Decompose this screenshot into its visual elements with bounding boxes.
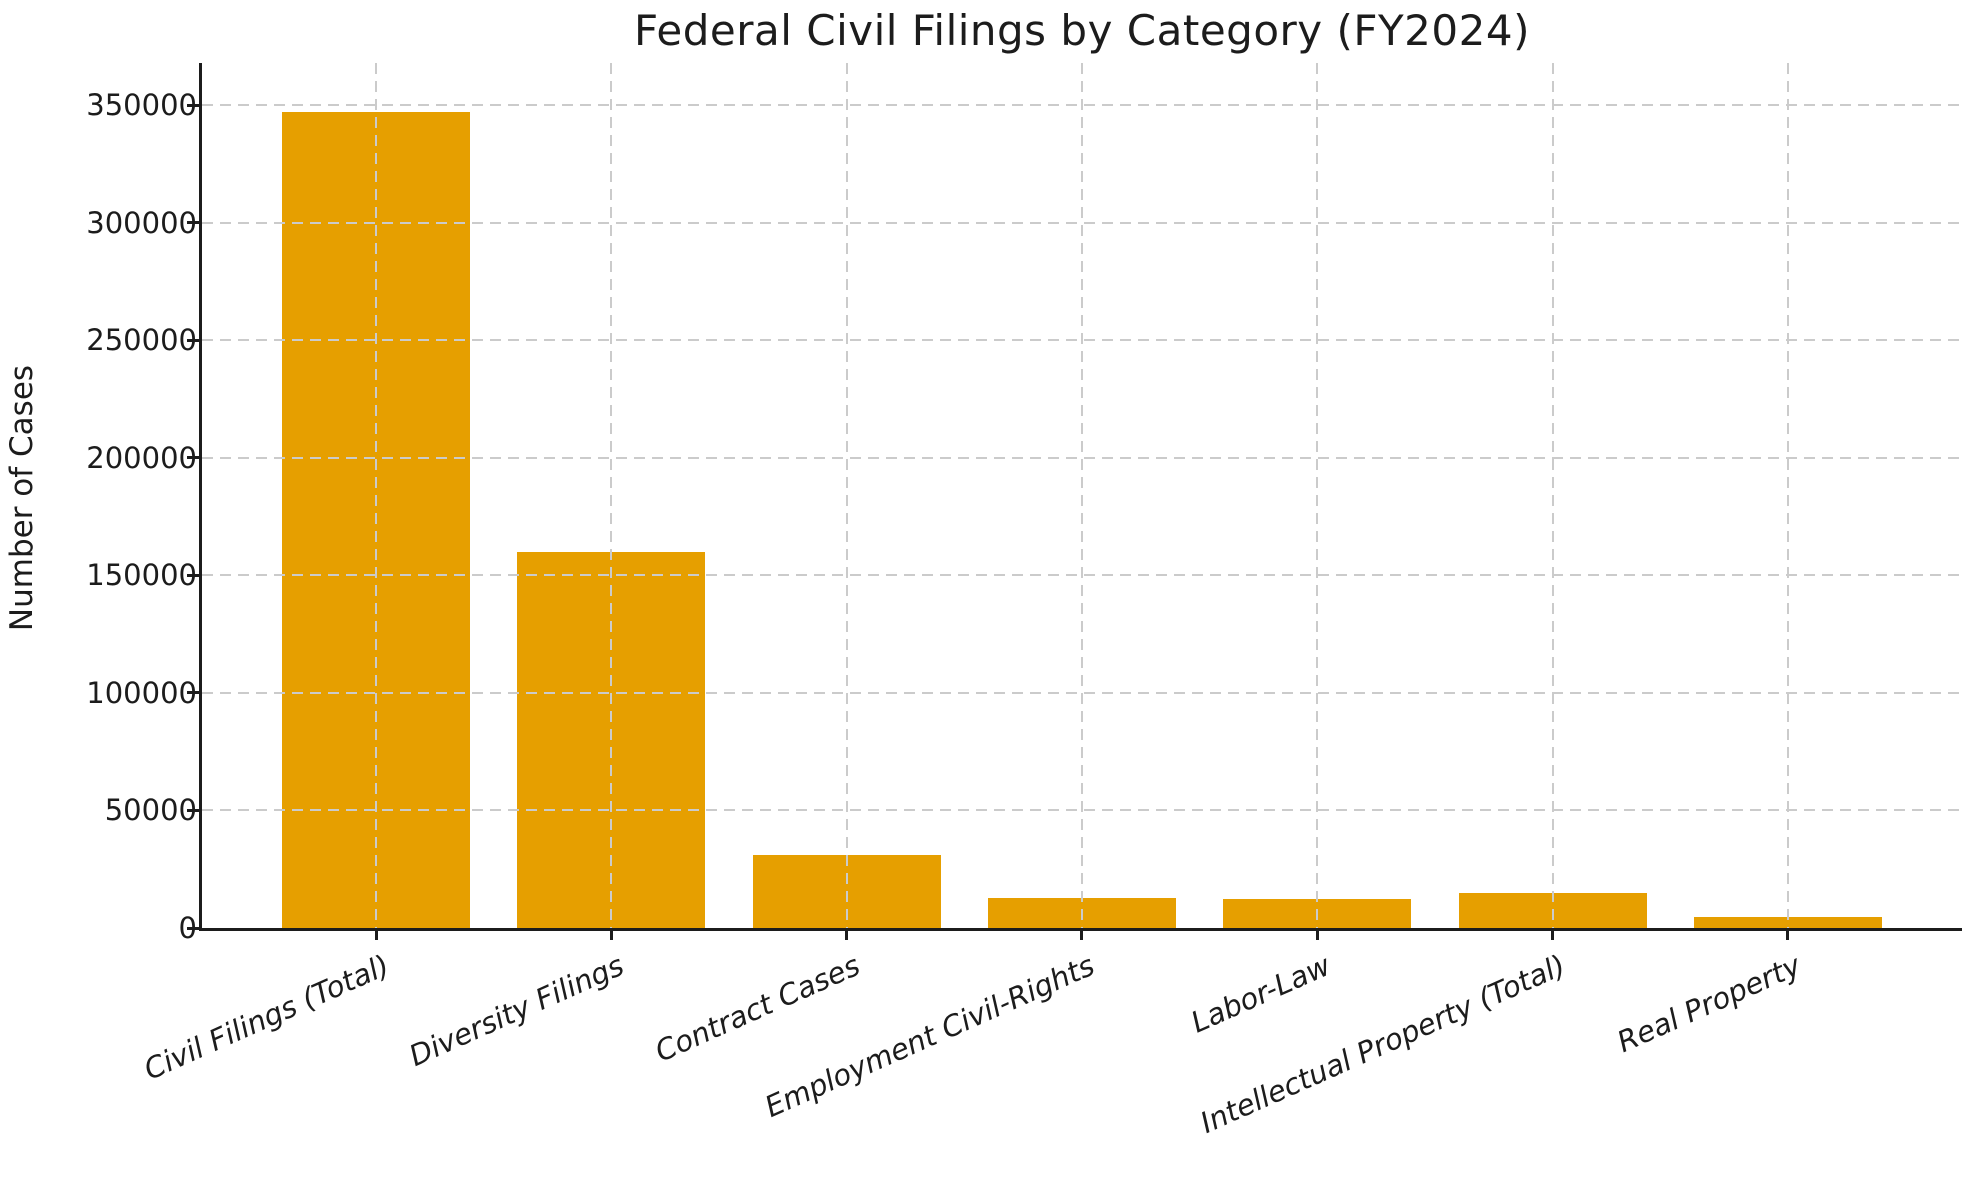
x-tick-label-labor-law: Labor-Law — [1185, 948, 1336, 1040]
v-gridline-contract-cases — [845, 63, 848, 928]
x-tick-mark-diversity-filings — [609, 928, 613, 940]
y-tick-label-50000: 50000 — [104, 793, 197, 828]
y-tick-label-100000: 100000 — [86, 675, 197, 710]
x-tick-label-civil-filings-total: Civil Filings (Total) — [138, 948, 394, 1087]
x-tick-label-contract-cases: Contract Cases — [649, 948, 865, 1069]
y-tick-mark-150000 — [187, 573, 199, 577]
y-tick-mark-0 — [187, 926, 199, 930]
y-tick-label-150000: 150000 — [86, 558, 197, 593]
x-tick-mark-intellectual-property-total — [1551, 928, 1554, 940]
y-axis-label: Number of Cases — [4, 364, 40, 632]
v-gridline-diversity-filings — [610, 63, 613, 928]
y-tick-label-300000: 300000 — [86, 205, 197, 240]
y-axis-spine — [199, 63, 202, 931]
chart-title: Federal Civil Filings by Category (FY202… — [634, 6, 1530, 55]
y-tick-mark-200000 — [187, 456, 199, 460]
plot-area — [187, 63, 1962, 940]
x-tick-mark-civil-filings-total — [374, 928, 378, 940]
x-tick-mark-employment-civil-rights — [1080, 928, 1084, 940]
y-tick-label-200000: 200000 — [86, 440, 197, 475]
x-tick-mark-contract-cases — [845, 928, 849, 940]
y-tick-label-350000: 350000 — [86, 88, 197, 123]
x-tick-label-intellectual-property-total: Intellectual Property (Total) — [1195, 948, 1571, 1140]
y-tick-mark-250000 — [187, 338, 199, 342]
x-tick-label-diversity-filings: Diversity Filings — [404, 948, 630, 1074]
y-tick-mark-300000 — [187, 221, 199, 225]
v-gridline-civil-filings-total — [375, 63, 377, 928]
y-tick-label-0: 0 — [178, 911, 197, 945]
v-gridline-intellectual-property-total — [1551, 63, 1554, 928]
x-tick-mark-labor-law — [1315, 928, 1319, 940]
y-tick-mark-350000 — [187, 103, 199, 107]
v-gridline-real-property — [1786, 63, 1789, 928]
x-tick-mark-real-property — [1786, 928, 1790, 940]
v-gridline-employment-civil-rights — [1080, 63, 1083, 928]
v-gridline-labor-law — [1316, 63, 1319, 928]
x-tick-label-real-property: Real Property — [1611, 948, 1806, 1060]
y-tick-mark-100000 — [187, 691, 199, 695]
y-tick-label-250000: 250000 — [86, 323, 197, 358]
y-tick-mark-50000 — [187, 808, 199, 812]
